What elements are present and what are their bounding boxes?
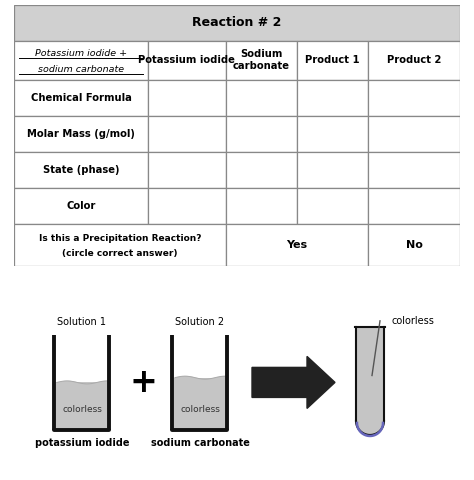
FancyBboxPatch shape (368, 152, 460, 188)
Polygon shape (357, 421, 383, 434)
FancyBboxPatch shape (368, 41, 460, 80)
FancyBboxPatch shape (297, 152, 368, 188)
FancyBboxPatch shape (297, 80, 368, 116)
FancyBboxPatch shape (148, 41, 226, 80)
FancyBboxPatch shape (14, 152, 148, 188)
Text: Molar Mass (g/mol): Molar Mass (g/mol) (27, 129, 135, 139)
Text: potassium iodide: potassium iodide (35, 438, 129, 448)
Text: Product 1: Product 1 (305, 55, 360, 65)
FancyBboxPatch shape (226, 188, 297, 224)
FancyBboxPatch shape (148, 116, 226, 152)
Text: Chemical Formula: Chemical Formula (31, 93, 131, 103)
FancyBboxPatch shape (297, 188, 368, 224)
Text: (circle correct answer): (circle correct answer) (62, 249, 178, 258)
FancyBboxPatch shape (226, 41, 297, 80)
Text: Potassium iodide: Potassium iodide (138, 55, 235, 65)
FancyBboxPatch shape (297, 116, 368, 152)
Text: Is this a Precipitation Reaction?: Is this a Precipitation Reaction? (39, 234, 201, 243)
FancyBboxPatch shape (226, 80, 297, 116)
FancyBboxPatch shape (14, 224, 226, 266)
Text: Potassium iodide +: Potassium iodide + (35, 49, 127, 58)
Polygon shape (252, 356, 335, 408)
FancyBboxPatch shape (297, 41, 368, 80)
Text: Product 2: Product 2 (387, 55, 441, 65)
FancyBboxPatch shape (14, 5, 460, 41)
FancyBboxPatch shape (148, 188, 226, 224)
Text: colorless: colorless (180, 405, 220, 414)
Text: colorless: colorless (392, 316, 435, 326)
FancyBboxPatch shape (368, 188, 460, 224)
FancyBboxPatch shape (56, 383, 108, 429)
FancyBboxPatch shape (14, 41, 148, 80)
FancyBboxPatch shape (368, 116, 460, 152)
FancyBboxPatch shape (148, 80, 226, 116)
FancyBboxPatch shape (14, 188, 148, 224)
FancyBboxPatch shape (368, 80, 460, 116)
Text: Solution 2: Solution 2 (175, 317, 225, 327)
Text: State (phase): State (phase) (43, 165, 119, 175)
Text: Color: Color (66, 201, 96, 211)
FancyBboxPatch shape (226, 152, 297, 188)
Text: sodium carbonate: sodium carbonate (38, 65, 124, 74)
Text: Sodium
carbonate: Sodium carbonate (233, 49, 290, 72)
Text: Yes: Yes (287, 240, 308, 250)
FancyBboxPatch shape (357, 327, 383, 421)
Text: colorless: colorless (62, 405, 102, 414)
Text: No: No (406, 240, 422, 250)
FancyBboxPatch shape (226, 224, 368, 266)
Text: Solution 1: Solution 1 (57, 317, 107, 327)
Text: sodium carbonate: sodium carbonate (151, 438, 249, 448)
FancyBboxPatch shape (14, 116, 148, 152)
FancyBboxPatch shape (368, 224, 460, 266)
FancyBboxPatch shape (14, 80, 148, 116)
Text: +: + (129, 366, 157, 399)
FancyBboxPatch shape (226, 116, 297, 152)
FancyBboxPatch shape (148, 152, 226, 188)
Text: Reaction # 2: Reaction # 2 (192, 16, 282, 29)
FancyBboxPatch shape (174, 378, 226, 429)
